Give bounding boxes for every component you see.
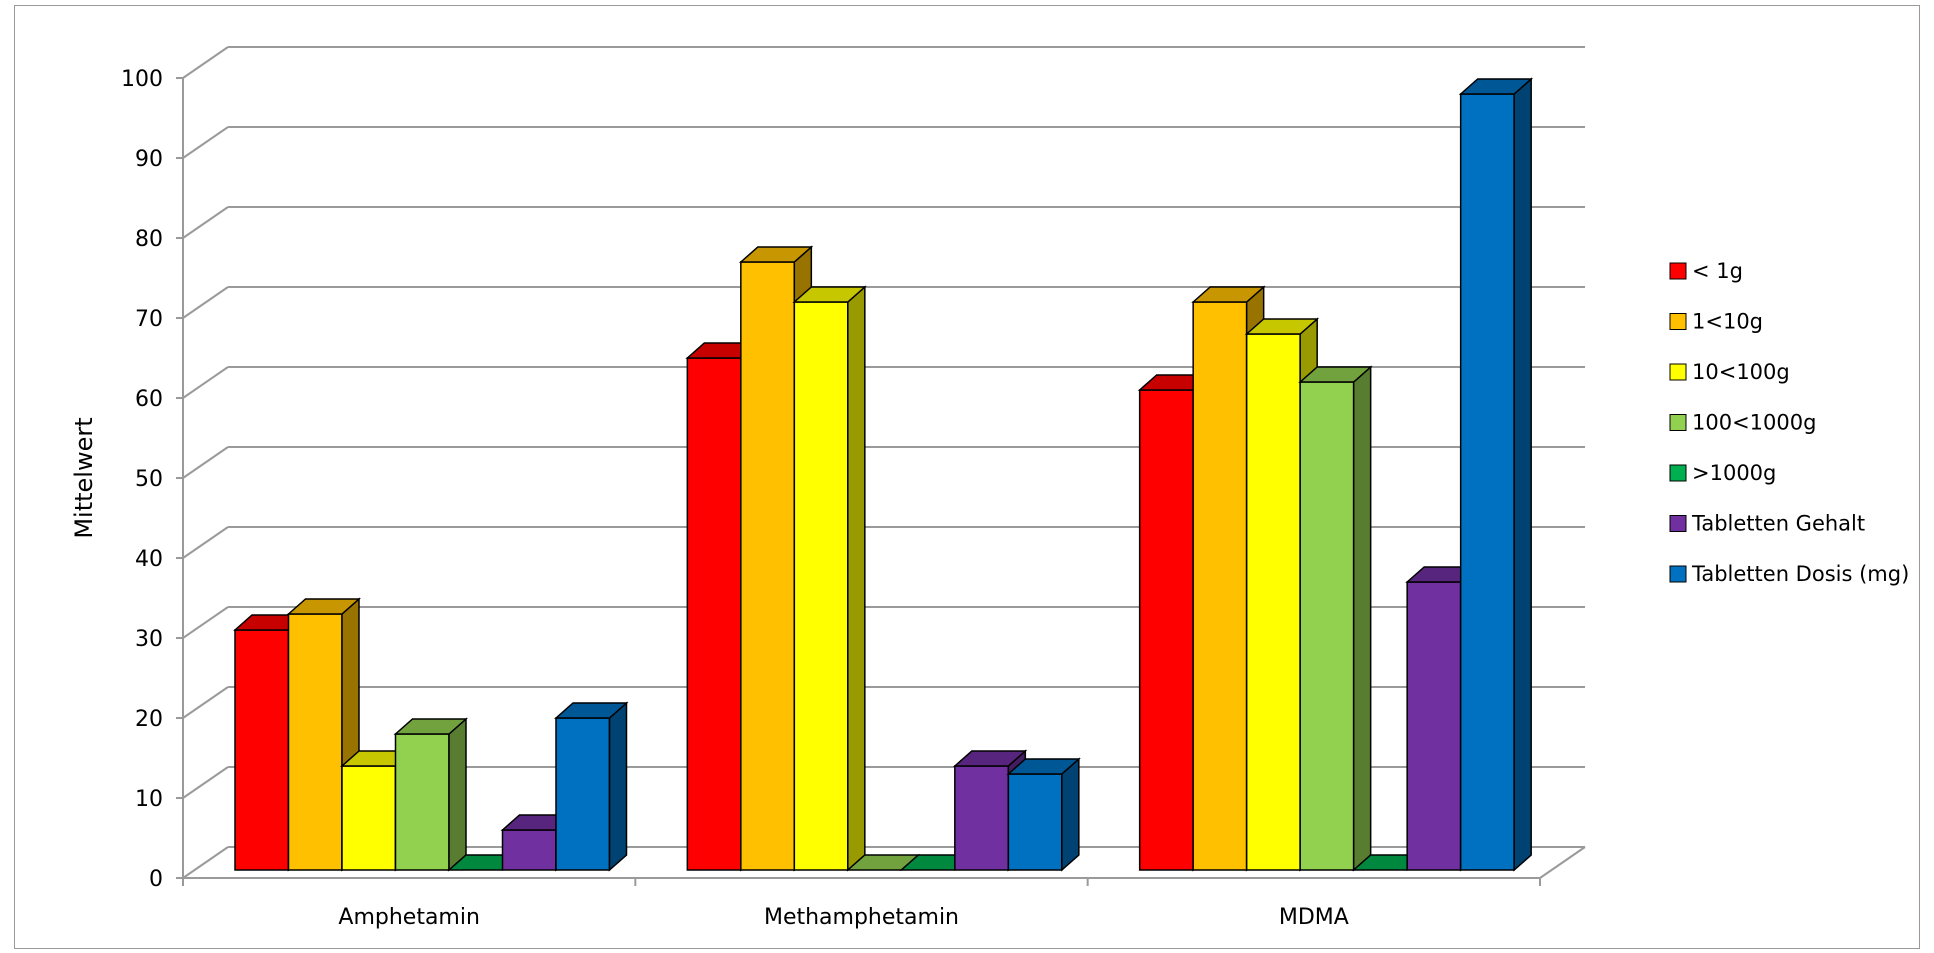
bar: [1459, 93, 1515, 871]
x-axis-diagonal: [1539, 846, 1586, 879]
legend-label: Tabletten Dosis (mg): [1691, 562, 1909, 586]
legend-swatch: [1669, 414, 1687, 431]
grid-diagonal: [182, 606, 229, 639]
legend-label: >1000g: [1692, 461, 1776, 485]
bar: [394, 733, 450, 871]
bar: [234, 629, 290, 871]
grid-diagonal: [182, 206, 229, 239]
grid-diagonal: [182, 686, 229, 719]
legend-swatch: [1669, 262, 1687, 280]
bar: [501, 829, 557, 871]
legend-label: 100<1000g: [1692, 411, 1816, 435]
category-label: MDMA: [1279, 905, 1349, 930]
bar: [1299, 381, 1355, 871]
bar: [954, 765, 1010, 871]
bars: [233, 77, 1534, 872]
bar: [1007, 773, 1063, 871]
bar-top: [952, 750, 1028, 767]
bar-top: [1006, 758, 1081, 775]
y-axis-label: Mittelwert: [70, 417, 98, 538]
axes: [176, 77, 1586, 886]
y-tick-label: 70: [135, 307, 163, 332]
bar: [686, 357, 742, 871]
y-tick-label: 40: [135, 547, 163, 572]
legend-label: Tabletten Gehalt: [1691, 512, 1865, 536]
bar-top: [1244, 318, 1320, 335]
bar-side: [847, 285, 866, 872]
legend-swatch: [1669, 363, 1687, 381]
legend-label: 10<100g: [1692, 360, 1790, 384]
grid-diagonal: [182, 286, 229, 319]
bar: [1245, 333, 1301, 871]
bar-top: [393, 718, 468, 735]
bar-top: [554, 702, 629, 719]
bar: [740, 261, 796, 871]
y-tick-label: 100: [121, 67, 163, 92]
grid-diagonal: [182, 46, 229, 79]
grid-diagonal: [182, 366, 229, 399]
bar-top: [1191, 286, 1266, 303]
y-tick-label: 0: [149, 867, 163, 892]
bar-top: [286, 598, 361, 615]
legend-label: 1<10g: [1692, 310, 1763, 334]
y-tick-label: 80: [135, 227, 163, 252]
category-label: Methamphetamin: [764, 905, 959, 930]
bar: [341, 765, 397, 871]
legend-swatch: [1669, 464, 1687, 482]
y-tick-label: 20: [135, 707, 163, 732]
bar-side: [448, 717, 467, 872]
y-tick-label: 30: [135, 627, 163, 652]
bar-top: [738, 246, 814, 263]
grid-diagonal: [182, 846, 229, 879]
y-tick-label: 50: [135, 467, 163, 492]
legend-label: < 1g: [1692, 259, 1743, 283]
grid-diagonal: [182, 126, 229, 159]
chart-frame: [14, 5, 1920, 949]
bar: [1138, 389, 1194, 871]
bar-top: [1298, 366, 1373, 383]
bar-top: [1458, 78, 1534, 95]
bar: [1192, 301, 1248, 871]
bar-top: [792, 286, 867, 303]
legend: < 1g 1<10g 10<100g 100<1000g >1000g Tabletten…: [1669, 259, 1909, 586]
bar: [1406, 581, 1462, 871]
y-tick-label: 10: [135, 787, 163, 812]
grid-diagonal: [182, 526, 229, 559]
bar: [793, 301, 849, 871]
legend-swatch: [1669, 313, 1687, 330]
legend-swatch: [1669, 515, 1687, 532]
category-label: Amphetamin: [338, 905, 480, 930]
grid-diagonal: [182, 766, 229, 799]
x-category-labels: Amphetamin Methamphetamin MDMA: [338, 905, 1348, 930]
bar: [555, 717, 611, 871]
bar: [287, 613, 343, 871]
y-tick-label: 60: [135, 387, 163, 412]
bar-side: [1061, 757, 1080, 872]
bar-side: [608, 701, 628, 872]
bar-side: [1513, 77, 1532, 872]
y-tick-label: 90: [135, 147, 163, 172]
y-tick-labels: 0 10 20 30 40 50 60 70 80 90 100: [121, 67, 163, 892]
legend-swatch: [1669, 565, 1687, 583]
bar-side: [1352, 365, 1372, 872]
grid-diagonal: [182, 446, 229, 479]
